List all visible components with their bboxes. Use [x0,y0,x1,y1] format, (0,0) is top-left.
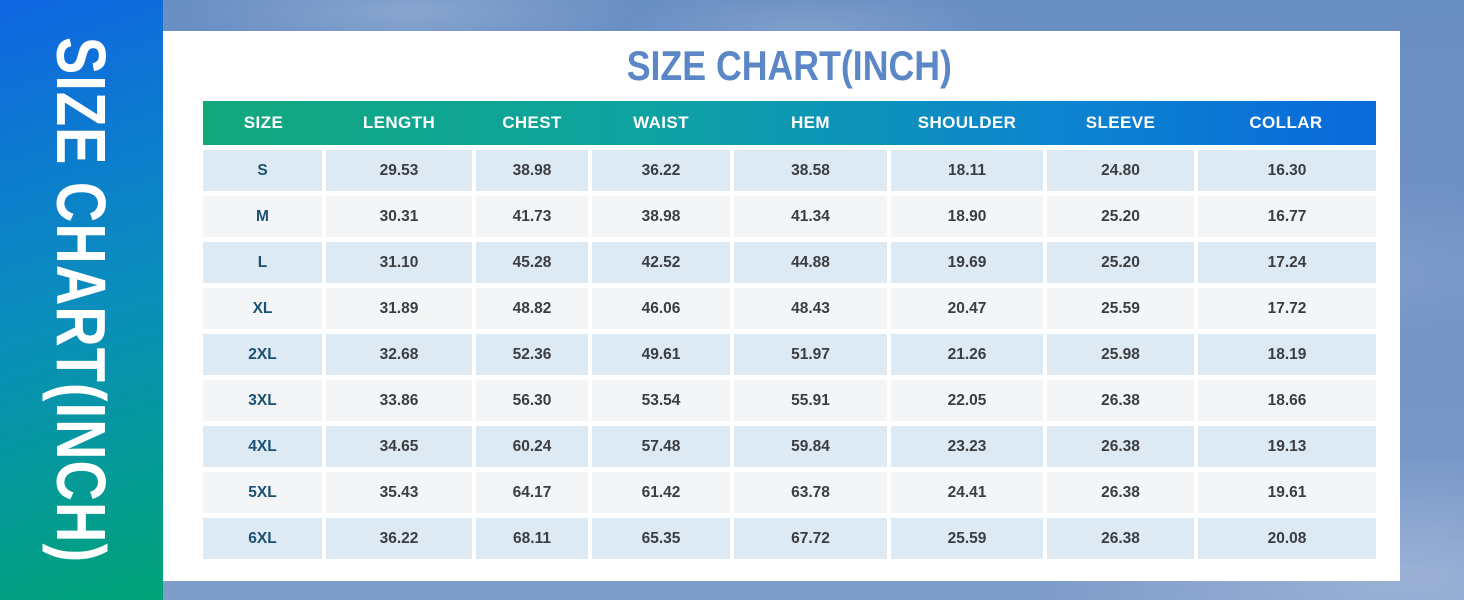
header-cell-length: LENGTH [362,113,436,132]
value-cell: 38.98 [590,196,732,237]
value-cell: 33.86 [324,380,474,421]
value-cell: 64.17 [474,472,590,513]
value-cell: 31.89 [324,288,474,329]
value-cell: 31.10 [324,242,474,283]
value-cell: 51.97 [732,334,889,375]
header-cell-waist: WAIST [633,113,689,132]
value-cell: 48.43 [732,288,889,329]
size-label: 5XL [203,472,324,513]
value-cell: 16.30 [1196,150,1376,191]
value-cell: 65.35 [590,518,732,559]
value-cell: 30.31 [324,196,474,237]
sidebar: SIZE CHART(INCH) [0,0,163,600]
table-row-5xl: 5XL 35.43 64.17 61.42 63.78 24.41 26.38 19.61 [203,472,1376,513]
value-cell: 34.65 [324,426,474,467]
value-cell: 42.52 [590,242,732,283]
value-cell: 18.19 [1196,334,1376,375]
value-cell: 36.22 [324,518,474,559]
header-cell-hem: HEM [791,113,830,132]
table-body: S 29.53 38.98 36.22 38.58 18.11 24.80 16.30 M 30.… [203,150,1376,559]
size-label: 2XL [203,334,324,375]
header-cell-chest: CHEST [502,113,562,132]
value-cell: 59.84 [732,426,889,467]
sidebar-vertical-title: SIZE CHART(INCH) [0,0,163,600]
table-row-4xl: 4XL 34.65 60.24 57.48 59.84 23.23 26.38 19.13 [203,426,1376,467]
size-label: M [203,196,324,237]
value-cell: 18.90 [889,196,1045,237]
value-cell: 48.82 [474,288,590,329]
value-cell: 25.98 [1045,334,1196,375]
table-row-xl: XL 31.89 48.82 46.06 48.43 20.47 25.59 17.72 [203,288,1376,329]
value-cell: 25.59 [1045,288,1196,329]
value-cell: 19.69 [889,242,1045,283]
size-label: S [203,150,324,191]
value-cell: 49.61 [590,334,732,375]
value-cell: 53.54 [590,380,732,421]
table-row-2xl: 2XL 32.68 52.36 49.61 51.97 21.26 25.98 18.19 [203,334,1376,375]
value-cell: 57.48 [590,426,732,467]
value-cell: 41.34 [732,196,889,237]
value-cell: 67.72 [732,518,889,559]
value-cell: 61.42 [590,472,732,513]
value-cell: 29.53 [324,150,474,191]
value-cell: 19.13 [1196,426,1376,467]
size-chart-panel: SIZE CHART(INCH) SIZE LENGTH CHEST WAIST HEM… [163,31,1400,581]
header-cell-collar: COLLAR [1249,113,1323,132]
value-cell: 44.88 [732,242,889,283]
value-cell: 32.68 [324,334,474,375]
value-cell: 25.20 [1045,242,1196,283]
value-cell: 55.91 [732,380,889,421]
value-cell: 18.66 [1196,380,1376,421]
table-row-m: M 30.31 41.73 38.98 41.34 18.90 25.20 16.77 [203,196,1376,237]
size-label: L [203,242,324,283]
value-cell: 26.38 [1045,380,1196,421]
size-label: XL [203,288,324,329]
value-cell: 41.73 [474,196,590,237]
value-cell: 16.77 [1196,196,1376,237]
value-cell: 46.06 [590,288,732,329]
value-cell: 26.38 [1045,472,1196,513]
value-cell: 56.30 [474,380,590,421]
value-cell: 24.80 [1045,150,1196,191]
value-cell: 19.61 [1196,472,1376,513]
value-cell: 18.11 [889,150,1045,191]
table-row-s: S 29.53 38.98 36.22 38.58 18.11 24.80 16.30 [203,150,1376,191]
size-table: SIZE LENGTH CHEST WAIST HEM SHOULDER SLEEVE COL… [203,101,1376,559]
value-cell: 25.59 [889,518,1045,559]
value-cell: 17.24 [1196,242,1376,283]
value-cell: 20.08 [1196,518,1376,559]
value-cell: 35.43 [324,472,474,513]
header-cell-sleeve: SLEEVE [1085,113,1156,132]
value-cell: 45.28 [474,242,590,283]
value-cell: 26.38 [1045,426,1196,467]
header-cell-shoulder: SHOULDER [917,113,1017,132]
size-label: 3XL [203,380,324,421]
value-cell: 20.47 [889,288,1045,329]
sidebar-vertical-title-text: SIZE CHART(INCH) [42,36,121,564]
value-cell: 21.26 [889,334,1045,375]
value-cell: 63.78 [732,472,889,513]
value-cell: 17.72 [1196,288,1376,329]
value-cell: 25.20 [1045,196,1196,237]
size-label: 6XL [203,518,324,559]
value-cell: 38.58 [732,150,889,191]
value-cell: 23.23 [889,426,1045,467]
value-cell: 38.98 [474,150,590,191]
page-title-text: SIZE CHART(INCH) [626,42,953,89]
table-row-6xl: 6XL 36.22 68.11 65.35 67.72 25.59 26.38 20.08 [203,518,1376,559]
table-row-3xl: 3XL 33.86 56.30 53.54 55.91 22.05 26.38 18.66 [203,380,1376,421]
value-cell: 36.22 [590,150,732,191]
value-cell: 68.11 [474,518,590,559]
value-cell: 26.38 [1045,518,1196,559]
value-cell: 24.41 [889,472,1045,513]
header-cell-size: SIZE [243,113,284,132]
size-label: 4XL [203,426,324,467]
table-header-row: SIZE LENGTH CHEST WAIST HEM SHOULDER SLEEVE COL… [203,101,1376,145]
value-cell: 60.24 [474,426,590,467]
page-title: SIZE CHART(INCH) [203,45,1376,87]
value-cell: 22.05 [889,380,1045,421]
table-row-l: L 31.10 45.28 42.52 44.88 19.69 25.20 17.24 [203,242,1376,283]
value-cell: 52.36 [474,334,590,375]
